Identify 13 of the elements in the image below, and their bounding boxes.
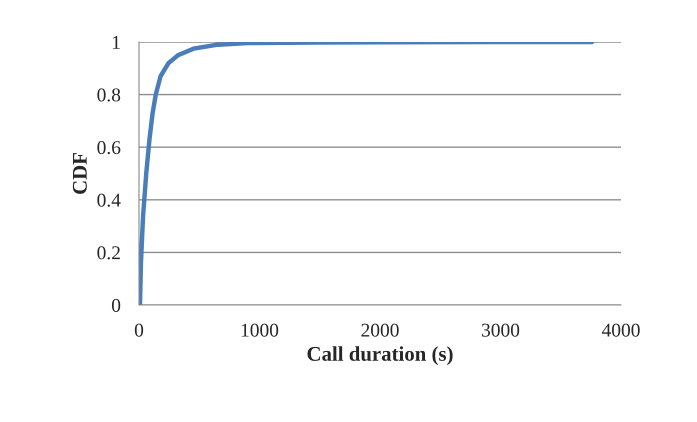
x-tick-label: 1000 bbox=[242, 324, 278, 337]
y-tick-label: 0.6 bbox=[97, 141, 120, 154]
y-axis-title: CDF bbox=[72, 153, 87, 194]
y-tick-label: 0 bbox=[112, 298, 120, 312]
x-tick-label: 3000 bbox=[482, 324, 520, 337]
x-tick-label: 4000 bbox=[602, 324, 640, 337]
x-axis-title: Call duration (s) bbox=[308, 346, 453, 366]
y-tick-label: 0.2 bbox=[97, 246, 120, 260]
y-tick-label: 0.8 bbox=[97, 88, 120, 102]
y-tick-label: 1 bbox=[112, 36, 120, 49]
x-tick-label: 0 bbox=[134, 324, 144, 337]
x-tick-label: 2000 bbox=[361, 324, 399, 337]
y-tick-label: 0.4 bbox=[97, 194, 121, 207]
